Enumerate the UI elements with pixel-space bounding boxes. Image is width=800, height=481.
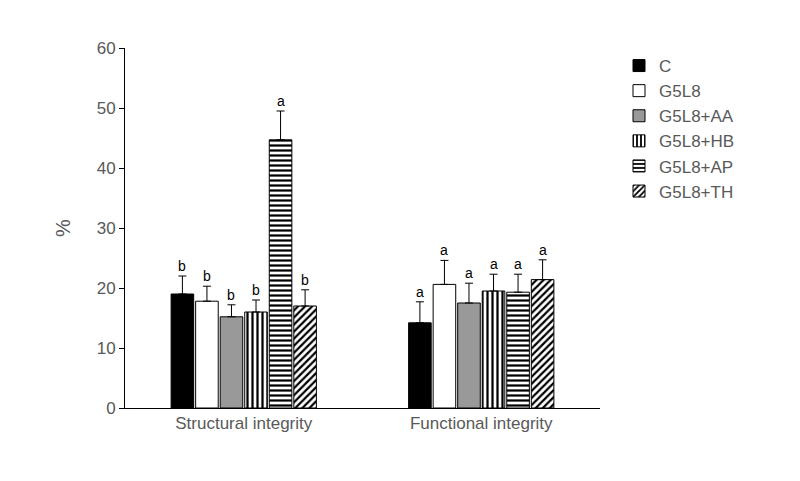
svg-text:0: 0: [106, 399, 115, 418]
svg-text:a: a: [490, 256, 498, 272]
svg-text:50: 50: [97, 99, 116, 118]
svg-text:C: C: [659, 57, 671, 76]
svg-text:G5L8: G5L8: [659, 82, 701, 101]
svg-text:a: a: [539, 242, 547, 258]
svg-text:G5L8+AA: G5L8+AA: [659, 107, 734, 126]
svg-text:b: b: [203, 268, 211, 284]
svg-text:b: b: [301, 272, 309, 288]
svg-text:G5L8+HB: G5L8+HB: [659, 132, 734, 151]
svg-text:b: b: [252, 282, 260, 298]
svg-text:b: b: [178, 258, 186, 274]
svg-text:a: a: [416, 284, 424, 300]
svg-text:a: a: [277, 93, 285, 109]
svg-text:Structural integrity: Structural integrity: [175, 414, 312, 433]
svg-text:a: a: [440, 242, 448, 258]
svg-text:30: 30: [97, 219, 116, 238]
svg-text:b: b: [227, 287, 235, 303]
svg-text:60: 60: [97, 39, 116, 58]
svg-text:10: 10: [97, 339, 116, 358]
svg-text:%: %: [52, 219, 74, 237]
svg-text:a: a: [514, 256, 522, 272]
svg-text:G5L8+AP: G5L8+AP: [659, 158, 733, 177]
svg-text:G5L8+TH: G5L8+TH: [659, 183, 733, 202]
svg-text:20: 20: [97, 279, 116, 298]
svg-text:40: 40: [97, 159, 116, 178]
svg-text:a: a: [465, 265, 473, 281]
svg-text:Functional integrity: Functional integrity: [410, 414, 553, 433]
